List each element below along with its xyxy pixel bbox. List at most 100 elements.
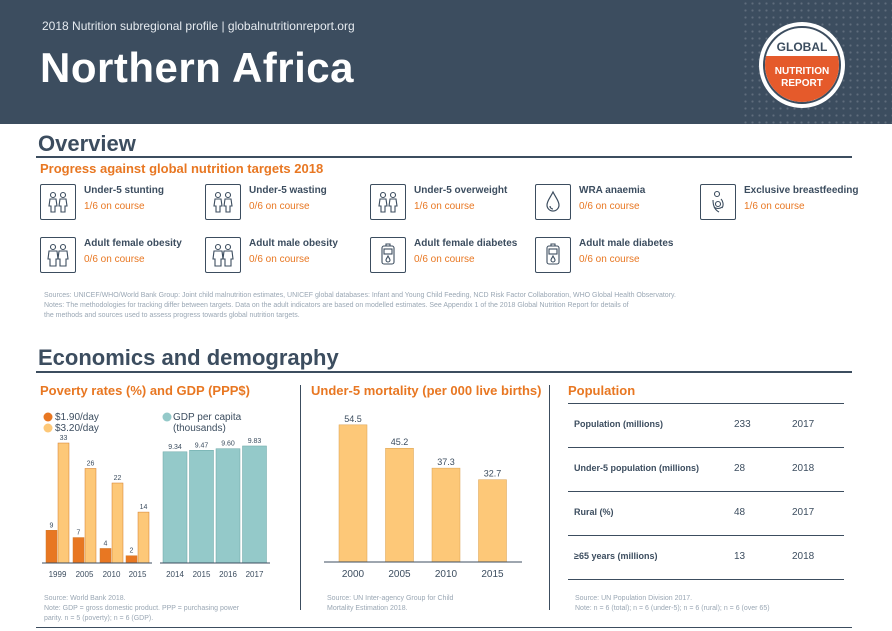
bar-poverty-320-1999 [57,442,70,564]
target-under-5-overweight: Under-5 overweight 1/6 on course [370,184,530,220]
x-tick-poverty-2010: 2010 [103,570,121,579]
poverty-source-note: Source: World Bank 2018. Note: GDP = gro… [44,595,240,622]
x-tick-mortality-2010: 2010 [435,569,458,580]
target-status: 0/6 on course [249,201,310,212]
adults-icon [205,237,241,273]
legend-swatch-gdp [162,412,172,422]
target-exclusive-breastfeeding: Exclusive breastfeeding 1/6 on course [700,184,860,220]
population-row-value: 48 [734,507,746,518]
logo-text-nutrition: NUTRITION [774,66,830,77]
bottom-rule [36,627,852,628]
target-under-5-stunting: Under-5 stunting 1/6 on course [40,184,200,220]
bar-poverty-320-2005 [84,468,97,564]
target-label: Adult female obesity [84,238,182,249]
bar-poverty-320-2010 [111,482,124,564]
population-table: Population (millions) 233 2017 Under-5 popu… [568,403,844,580]
target-adult-female-obesity: Adult female obesity 0/6 on course [40,237,200,273]
bar-gdp-2014 [162,451,188,564]
bar-mortality-2015 [478,479,507,563]
target-status: 1/6 on course [84,201,145,212]
logo-text-global: GLOBAL [776,40,828,54]
mortality-chart: 54.5 2000 45.2 2005 37.3 2010 32.7 2015 [324,414,522,580]
bar-mortality-2000 [338,424,368,563]
target-label: Under-5 overweight [414,185,508,196]
x-tick-mortality-2000: 2000 [342,569,365,580]
data-label-poverty-2010-0: 4 [104,540,108,547]
target-label: Under-5 wasting [249,185,327,196]
bar-gdp-2017 [242,445,267,564]
data-label-poverty-1999-1: 33 [60,435,68,442]
population-row-value: 233 [734,419,751,430]
blood-drop-icon [535,184,571,220]
population-source-note: Source: UN Population Division 2017. Not… [575,595,770,612]
target-status: 0/6 on course [84,254,145,265]
page-title: Northern Africa [40,44,354,91]
x-tick-poverty-1999: 1999 [49,570,67,579]
target-label: Adult male diabetes [579,238,674,249]
x-tick-mortality-2005: 2005 [388,569,411,580]
data-label-poverty-2010-1: 22 [114,475,122,482]
population-row-year: 2017 [792,507,815,518]
x-tick-gdp-2015: 2015 [193,570,211,579]
glucose-meter-icon [370,237,406,273]
column-divider-1 [300,385,301,610]
population-row: Rural (%) 48 2017 [568,491,844,535]
data-label-poverty-2015-1: 14 [140,504,148,511]
children-icon [370,184,406,220]
profile-subtitle: 2018 Nutrition subregional profile | glo… [42,19,355,33]
children-icon [205,184,241,220]
bar-poverty-190-1999 [45,530,58,564]
legend-swatch-poverty-320 [43,423,53,433]
data-label-poverty-2015-0: 2 [130,548,134,555]
data-label-mortality-2005: 45.2 [391,437,409,447]
data-label-poverty-2005-0: 7 [77,530,81,537]
target-status: 0/6 on course [579,254,640,265]
bar-mortality-2010 [431,467,461,563]
target-status: 0/6 on course [579,201,640,212]
adults-icon [40,237,76,273]
population-row-label: Population (millions) [574,419,663,429]
target-label: Exclusive breastfeeding [744,185,859,196]
economics-rule [36,371,852,373]
population-row: Population (millions) 233 2017 [568,403,844,447]
target-status: 1/6 on course [744,201,805,212]
population-row-year: 2018 [792,463,815,474]
target-label: Adult female diabetes [414,238,518,249]
x-tick-poverty-2015: 2015 [129,570,147,579]
target-status: 1/6 on course [414,201,475,212]
data-label-mortality-2000: 54.5 [344,414,362,424]
poverty-gdp-chart: $1.90/day$3.20/day GDP per capita(thousan… [42,412,270,579]
x-tick-poverty-2005: 2005 [76,570,94,579]
poverty-title: Poverty rates (%) and GDP (PPP$) [40,383,250,398]
x-tick-gdp-2017: 2017 [246,570,264,579]
target-wra-anaemia: WRA anaemia 0/6 on course [535,184,695,220]
overview-sources: Sources: UNICEF/WHO/World Bank Group: Jo… [44,292,676,319]
target-under-5-wasting: Under-5 wasting 0/6 on course [205,184,365,220]
population-row-label: ≥65 years (millions) [574,551,658,561]
x-tick-mortality-2015: 2015 [481,569,504,580]
mortality-source-note: Source: UN Inter-agency Group for Child … [327,595,454,612]
legend-swatch-poverty-190 [43,412,53,422]
bar-poverty-190-2005 [72,537,85,564]
overview-rule [36,156,852,158]
data-label-poverty-2005-1: 26 [87,460,95,467]
target-adult-male-diabetes: Adult male diabetes 0/6 on course [535,237,695,273]
glucose-meter-icon [535,237,571,273]
bar-mortality-2005 [385,447,414,563]
data-label-gdp-2015: 9.47 [195,442,209,449]
bar-poverty-190-2010 [99,548,112,564]
targets-subheading: Progress against global nutrition target… [40,161,324,176]
header-banner: 2018 Nutrition subregional profile | glo… [0,0,892,124]
population-row-label: Under-5 population (millions) [574,463,699,473]
population-row-year: 2017 [792,419,815,430]
data-label-mortality-2015: 32.7 [484,469,502,479]
population-row: ≥65 years (millions) 13 2018 [568,535,844,580]
children-icon [40,184,76,220]
target-adult-female-diabetes: Adult female diabetes 0/6 on course [370,237,530,273]
population-row: Under-5 population (millions) 28 2018 [568,447,844,491]
data-label-gdp-2017: 9.83 [248,438,262,445]
legend-label-gdp-line2: (thousands) [173,423,226,434]
gnr-logo: GLOBAL NUTRITION REPORT [759,22,845,108]
population-row-label: Rural (%) [574,507,614,517]
logo-text-report: REPORT [781,78,823,89]
